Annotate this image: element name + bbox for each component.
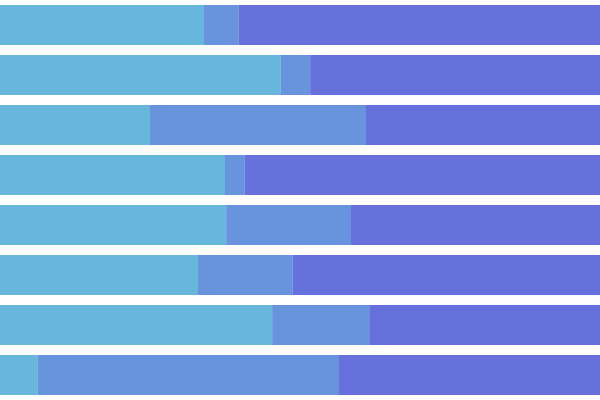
bar-row-1 [0,5,600,45]
bar-segment-row7-series3[interactable] [369,305,600,345]
bar-segment-row2-series1[interactable] [0,55,281,95]
bar-segment-row1-series2[interactable] [204,5,239,45]
bar-segment-row1-series3[interactable] [238,5,600,45]
bar-segment-row5-series1[interactable] [0,205,227,245]
bar-row-6 [0,255,600,295]
bar-segment-row8-series2[interactable] [37,355,340,395]
bar-segment-row8-series3[interactable] [339,355,600,395]
bar-segment-row3-series2[interactable] [150,105,366,145]
bar-segment-row1-series1[interactable] [0,5,204,45]
bar-segment-row3-series3[interactable] [366,105,600,145]
bar-segment-row4-series1[interactable] [0,155,225,195]
bar-segment-row7-series2[interactable] [272,305,370,345]
bar-segment-row3-series1[interactable] [0,105,150,145]
bar-segment-row5-series3[interactable] [351,205,600,245]
bar-segment-row7-series1[interactable] [0,305,273,345]
bar-row-5 [0,205,600,245]
bar-segment-row2-series2[interactable] [280,55,311,95]
bar-segment-row6-series3[interactable] [292,255,600,295]
bar-row-8 [0,355,600,395]
bar-row-7 [0,305,600,345]
bar-segment-row2-series3[interactable] [310,55,600,95]
bar-row-3 [0,105,600,145]
bar-row-2 [0,55,600,95]
bar-segment-row4-series2[interactable] [225,155,245,195]
bar-segment-row8-series1[interactable] [0,355,38,395]
bar-segment-row6-series2[interactable] [198,255,293,295]
bar-segment-row6-series1[interactable] [0,255,198,295]
bar-row-4 [0,155,600,195]
bar-segment-row4-series3[interactable] [244,155,600,195]
bar-segment-row5-series2[interactable] [226,205,351,245]
